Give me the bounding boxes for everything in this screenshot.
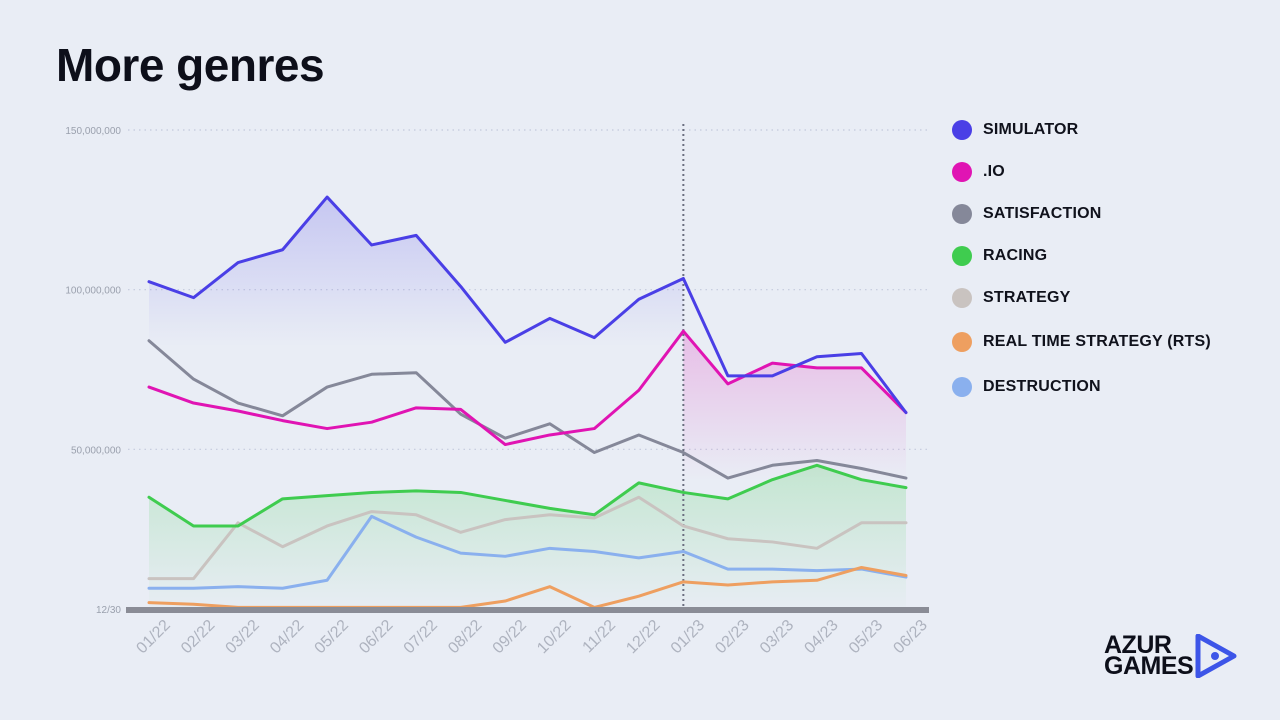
y-tick-label: 150,000,000 [65,126,121,137]
x-tick-label: 04/23 [801,617,841,657]
legend-label: .IO [983,163,1005,180]
x-tick-label: 05/23 [846,617,886,657]
x-tick-label: 12/22 [623,617,663,657]
racing-area-fill [149,465,906,616]
x-tick-label: 06/23 [890,617,930,657]
destruction-line [147,514,908,590]
legend: SIMULATOR .IO SATISFACTION RACING STRATEGY RE… [952,118,1211,399]
legend-item-destruction: DESTRUCTION [952,375,1211,399]
x-tick-label: 03/22 [223,617,263,657]
legend-item-strategy: STRATEGY [952,286,1211,310]
legend-item-simulator: SIMULATOR [952,118,1211,142]
racing-line [147,463,908,528]
play-arrow-logo-icon [1195,634,1237,678]
x-tick-label: 06/22 [356,617,396,657]
azur-games-logo: AZUR GAMES [1104,631,1237,680]
satisfaction-line [147,339,908,480]
legend-swatch [952,120,972,140]
x-tick-label: 08/22 [445,617,485,657]
simulator-line [147,195,908,415]
legend-swatch [952,288,972,308]
legend-label: SIMULATOR [983,121,1079,138]
io-line [147,329,908,447]
x-tick-label: 04/22 [267,617,307,657]
strategy-line [147,495,908,581]
x-tick-label: 05/22 [312,617,352,657]
legend-label: STRATEGY [983,289,1071,306]
x-tick-label: 02/22 [178,617,218,657]
legend-item-real-time-strategy-rts: REAL TIME STRATEGY (RTS) [952,330,1211,354]
legend-swatch [952,162,972,182]
legend-label: RACING [983,247,1048,264]
x-tick-label: 09/22 [490,617,530,657]
simulator-area-fill [149,197,684,348]
x-axis-baseline [126,607,929,613]
x-tick-label: 07/22 [401,617,441,657]
logo-word-2: GAMES [1104,652,1194,680]
x-tick-label: 11/22 [580,617,620,657]
x-axis-ticks: 01/22 02/22 03/22 04/22 05/22 06/22 07/22 08/22… [133,617,930,657]
legend-item-satisfaction: SATISFACTION [952,202,1211,226]
legend-swatch [952,332,972,352]
x-tick-label: 01/22 [133,617,173,657]
y-axis-ticks: 12/30 50,000,000 100,000,000 150,000,000 [65,126,121,616]
y-tick-label: 100,000,000 [65,286,121,297]
x-tick-label: 10/22 [534,617,574,657]
y-tick-label: 12/30 [96,605,121,616]
legend-label: DESTRUCTION [983,378,1101,395]
x-tick-label: 03/23 [757,617,797,657]
legend-swatch [952,204,972,224]
y-tick-label: 50,000,000 [71,445,121,456]
legend-swatch [952,377,972,397]
legend-item-racing: RACING [952,244,1211,268]
chart-title: More genres [56,39,325,91]
logo-word-1: AZUR [1104,631,1172,659]
legend-label: SATISFACTION [983,205,1102,222]
x-axis [126,607,929,613]
legend-label: REAL TIME STRATEGY (RTS) [983,333,1211,350]
x-tick-label: 01/23 [668,617,708,657]
legend-item-io: .IO [952,160,1211,184]
legend-swatch [952,246,972,266]
x-tick-label: 02/23 [712,617,752,657]
